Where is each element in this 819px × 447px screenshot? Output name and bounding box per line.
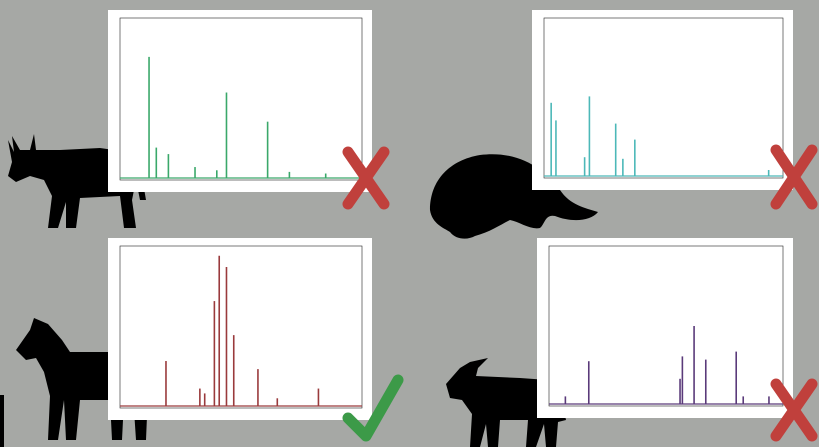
plot-frame [548,245,784,407]
cross-mark [342,146,390,210]
spectrum-panel [108,238,372,420]
spectrum-panel [532,10,793,190]
cross-mark [770,378,818,442]
panels [108,10,793,420]
goat-silhouette [446,358,566,447]
cross-mark [770,144,818,210]
check-mark [342,374,404,442]
plot-frame [543,17,784,179]
plot-frame [119,17,363,181]
edge-bar [0,395,4,447]
plot-frame [119,245,363,409]
seal-silhouette [430,154,598,239]
spectrum-panel [108,10,372,192]
spectrum-panel [537,238,793,418]
